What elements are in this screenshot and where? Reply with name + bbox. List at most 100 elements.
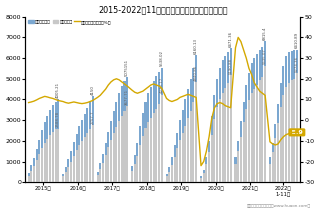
- Bar: [57, 99, 59, 182]
- Bar: [38, 140, 40, 182]
- Bar: [230, 48, 232, 182]
- Bar: [261, 47, 263, 182]
- Bar: [195, 55, 197, 182]
- Bar: [211, 116, 213, 182]
- Bar: [187, 118, 189, 182]
- Bar: [110, 121, 112, 182]
- Bar: [245, 85, 247, 182]
- Bar: [147, 93, 149, 182]
- Bar: [46, 139, 48, 182]
- Bar: [182, 110, 184, 182]
- Bar: [192, 102, 195, 182]
- Bar: [224, 56, 226, 182]
- Bar: [73, 156, 75, 182]
- Bar: [216, 79, 218, 182]
- Bar: [269, 164, 271, 182]
- Bar: [237, 151, 239, 182]
- Bar: [219, 99, 221, 182]
- Bar: [131, 171, 133, 182]
- Bar: [190, 79, 192, 182]
- Bar: [235, 157, 236, 182]
- Bar: [110, 140, 112, 182]
- Bar: [221, 60, 224, 182]
- Bar: [296, 50, 298, 182]
- Bar: [176, 148, 178, 182]
- Bar: [145, 128, 147, 182]
- Bar: [124, 81, 125, 182]
- Bar: [36, 149, 38, 182]
- Bar: [203, 173, 205, 182]
- Bar: [256, 54, 258, 182]
- Bar: [68, 167, 69, 182]
- Bar: [38, 154, 40, 182]
- Bar: [126, 77, 128, 182]
- Bar: [248, 73, 250, 182]
- Bar: [171, 165, 173, 182]
- Bar: [150, 118, 152, 182]
- Bar: [44, 143, 46, 182]
- Title: 2015-2022年11月安徽房地产投资额及住宅投资额: 2015-2022年11月安徽房地产投资额及住宅投资额: [98, 6, 228, 15]
- Bar: [227, 83, 229, 182]
- Bar: [54, 102, 57, 182]
- Bar: [113, 133, 115, 182]
- Bar: [147, 122, 149, 182]
- Bar: [118, 93, 120, 182]
- Bar: [28, 176, 29, 182]
- Bar: [46, 116, 48, 182]
- Bar: [259, 80, 261, 182]
- Bar: [208, 152, 210, 182]
- Bar: [76, 134, 77, 182]
- Text: 6160.13: 6160.13: [194, 38, 198, 54]
- Bar: [187, 89, 189, 182]
- Bar: [291, 51, 292, 182]
- Bar: [121, 86, 123, 182]
- Bar: [216, 107, 218, 182]
- Bar: [89, 102, 91, 182]
- Bar: [28, 173, 29, 182]
- Bar: [165, 176, 168, 182]
- Bar: [205, 164, 207, 182]
- Bar: [54, 129, 57, 182]
- Bar: [274, 124, 276, 182]
- Bar: [243, 122, 244, 182]
- Bar: [139, 145, 141, 182]
- Text: 3677.71: 3677.71: [125, 89, 129, 105]
- Bar: [269, 157, 271, 182]
- Bar: [70, 162, 72, 182]
- Bar: [285, 56, 287, 182]
- Bar: [99, 169, 101, 182]
- Bar: [84, 114, 86, 182]
- Bar: [62, 176, 64, 182]
- Bar: [288, 52, 290, 182]
- Bar: [288, 83, 290, 182]
- Text: 4150: 4150: [91, 85, 95, 95]
- Bar: [274, 138, 276, 182]
- Bar: [139, 126, 141, 182]
- Bar: [184, 99, 186, 182]
- Bar: [182, 133, 184, 182]
- Text: 5075151: 5075151: [125, 59, 129, 76]
- Bar: [171, 157, 173, 182]
- Bar: [33, 158, 35, 182]
- Bar: [102, 154, 104, 182]
- Bar: [200, 176, 202, 182]
- Bar: [184, 126, 186, 182]
- Bar: [158, 71, 160, 182]
- Bar: [36, 161, 38, 182]
- Text: 4840.86: 4840.86: [194, 65, 198, 81]
- Text: 6471.36: 6471.36: [229, 31, 233, 47]
- Bar: [205, 157, 207, 182]
- Bar: [49, 135, 51, 182]
- Bar: [237, 141, 239, 182]
- Bar: [126, 106, 128, 182]
- Bar: [240, 137, 242, 182]
- Bar: [245, 109, 247, 182]
- Bar: [230, 75, 232, 182]
- Bar: [99, 163, 101, 182]
- Bar: [192, 68, 195, 182]
- Bar: [124, 111, 125, 182]
- Bar: [116, 127, 117, 182]
- Bar: [52, 105, 54, 182]
- Bar: [243, 102, 244, 182]
- Bar: [261, 77, 263, 182]
